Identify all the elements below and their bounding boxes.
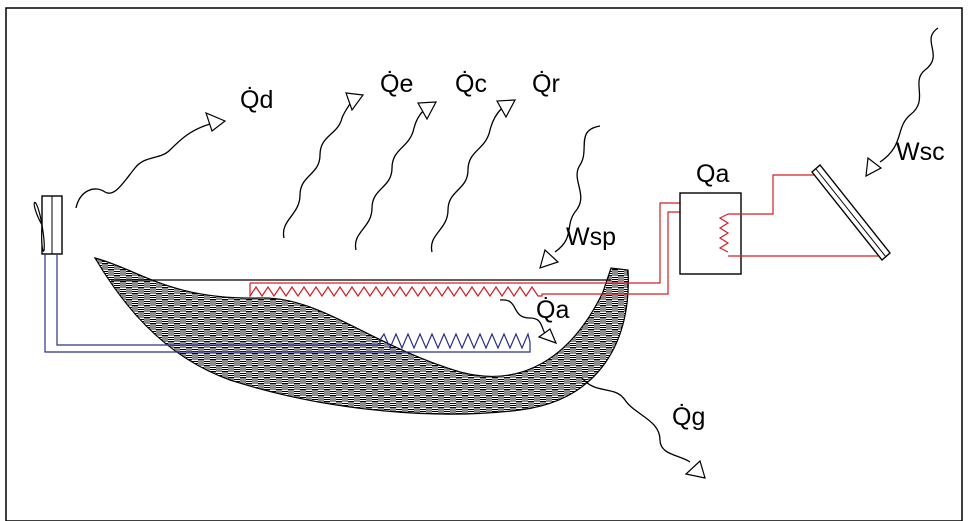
- arrow-qd: [75, 111, 227, 209]
- label-qc: Q̇c: [455, 69, 487, 98]
- hot-pipe-top: [250, 202, 680, 284]
- tank-coil: [718, 213, 730, 253]
- arrow-qr: [430, 99, 517, 253]
- cooling-fan: [33, 195, 63, 255]
- label-qg: Q̇g: [672, 402, 705, 431]
- label-qa-pond: Q̇a: [536, 295, 569, 324]
- arrow-qe: [282, 92, 365, 239]
- arrow-qa-pond: [499, 299, 558, 345]
- cold-pipe: [44, 254, 531, 353]
- label-qe: Q̇e: [380, 69, 413, 98]
- label-wsc: Wsc: [896, 138, 945, 166]
- hot-coil: [249, 283, 612, 298]
- storage-tank: [679, 192, 742, 275]
- label-tank-qa: Qa: [696, 160, 729, 188]
- tank-pipe-collector-top: [728, 174, 820, 215]
- pond-ground: [93, 257, 629, 415]
- hot-pipe-return: [612, 211, 680, 295]
- arrow-wsc: [865, 27, 939, 178]
- arrow-qc: [354, 101, 438, 251]
- label-qr: Q̇r: [532, 69, 560, 98]
- solar-collector: [811, 163, 891, 262]
- label-wsp: Wsp: [566, 223, 616, 251]
- cold-coil: [379, 332, 531, 350]
- arrow-qg: [581, 377, 706, 479]
- diagram-frame: [5, 7, 963, 521]
- label-qd: Q̇d: [240, 85, 273, 114]
- arrow-wsp: [539, 125, 601, 269]
